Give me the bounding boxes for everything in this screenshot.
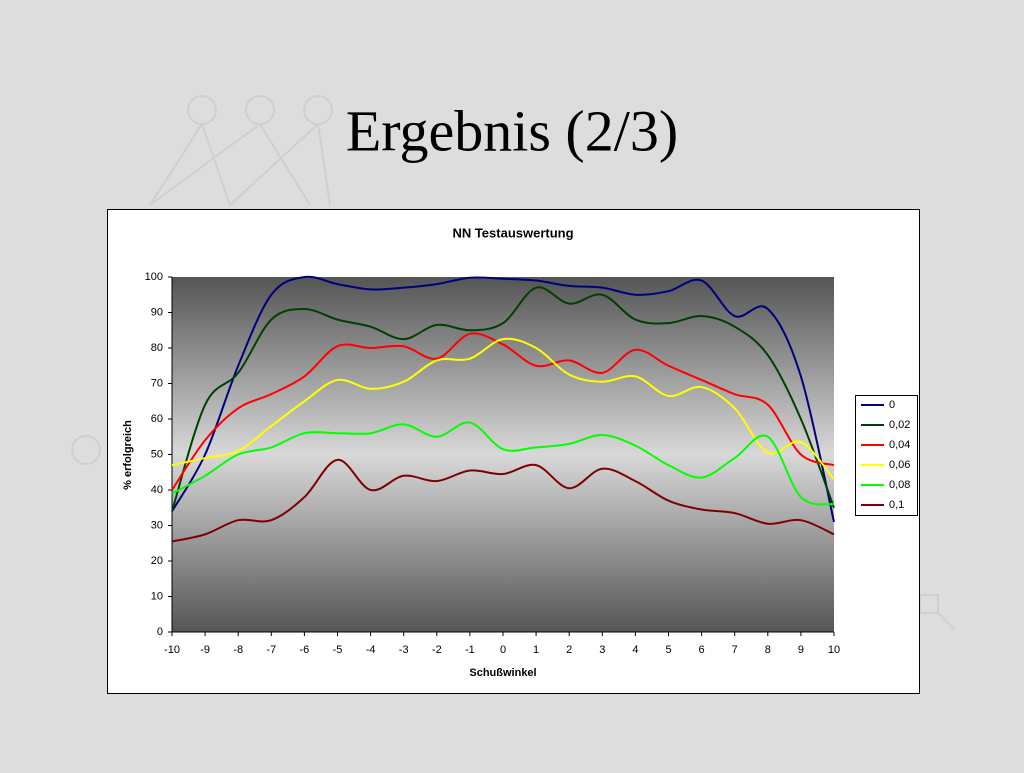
legend-label: 0,06 — [889, 459, 910, 471]
legend-label: 0 — [889, 399, 895, 411]
x-tick-label: -6 — [300, 644, 310, 656]
y-tick-label: 50 — [151, 448, 163, 460]
series-line — [171, 458, 835, 543]
x-tick-label: 3 — [599, 644, 605, 656]
x-axis-title: Schußwinkel — [469, 667, 536, 679]
x-tick-label: -5 — [333, 644, 343, 656]
legend-label: 0,1 — [889, 499, 904, 511]
chart-title: NN Testauswertung — [452, 225, 573, 240]
legend-label: 0,04 — [889, 439, 910, 451]
x-tick-label: 10 — [828, 644, 840, 656]
series-line — [171, 332, 835, 491]
slide-title: Ergebnis (2/3) — [346, 98, 678, 163]
x-tick-label: 7 — [732, 644, 738, 656]
x-tick-label: 4 — [632, 644, 638, 656]
y-tick-label: 100 — [145, 271, 163, 283]
x-tick-label: -10 — [164, 644, 180, 656]
x-tick-label: 8 — [765, 644, 771, 656]
x-tick-label: -4 — [366, 644, 376, 656]
legend — [855, 395, 918, 516]
series-line — [171, 337, 835, 481]
y-tick-label: 40 — [151, 484, 163, 496]
x-tick-label: -8 — [233, 644, 243, 656]
series-line — [171, 286, 835, 512]
y-tick-label: 80 — [151, 342, 163, 354]
x-tick-label: -2 — [432, 644, 442, 656]
y-tick-label: 90 — [151, 306, 163, 318]
x-tick-label: -7 — [266, 644, 276, 656]
x-tick-label: 1 — [533, 644, 539, 656]
y-tick-label: 60 — [151, 413, 163, 425]
plot-area — [172, 277, 834, 632]
legend-label: 0,02 — [889, 419, 910, 431]
x-tick-label: 5 — [665, 644, 671, 656]
y-tick-label: 30 — [151, 519, 163, 531]
y-tick-label: 70 — [151, 377, 163, 389]
x-tick-label: -3 — [399, 644, 409, 656]
series-line — [171, 275, 835, 523]
series-line — [171, 421, 835, 506]
y-tick-label: 0 — [157, 626, 163, 638]
x-tick-label: -1 — [465, 644, 475, 656]
legend-label: 0,08 — [889, 479, 910, 491]
x-tick-label: 6 — [699, 644, 705, 656]
y-tick-label: 10 — [151, 590, 163, 602]
y-axis-title: % erfolgreich — [122, 420, 134, 490]
y-tick-label: 20 — [151, 555, 163, 567]
decoration — [71, 95, 956, 631]
x-tick-label: -9 — [200, 644, 210, 656]
x-tick-label: 0 — [500, 644, 506, 656]
x-tick-label: 2 — [566, 644, 572, 656]
x-tick-label: 9 — [798, 644, 804, 656]
